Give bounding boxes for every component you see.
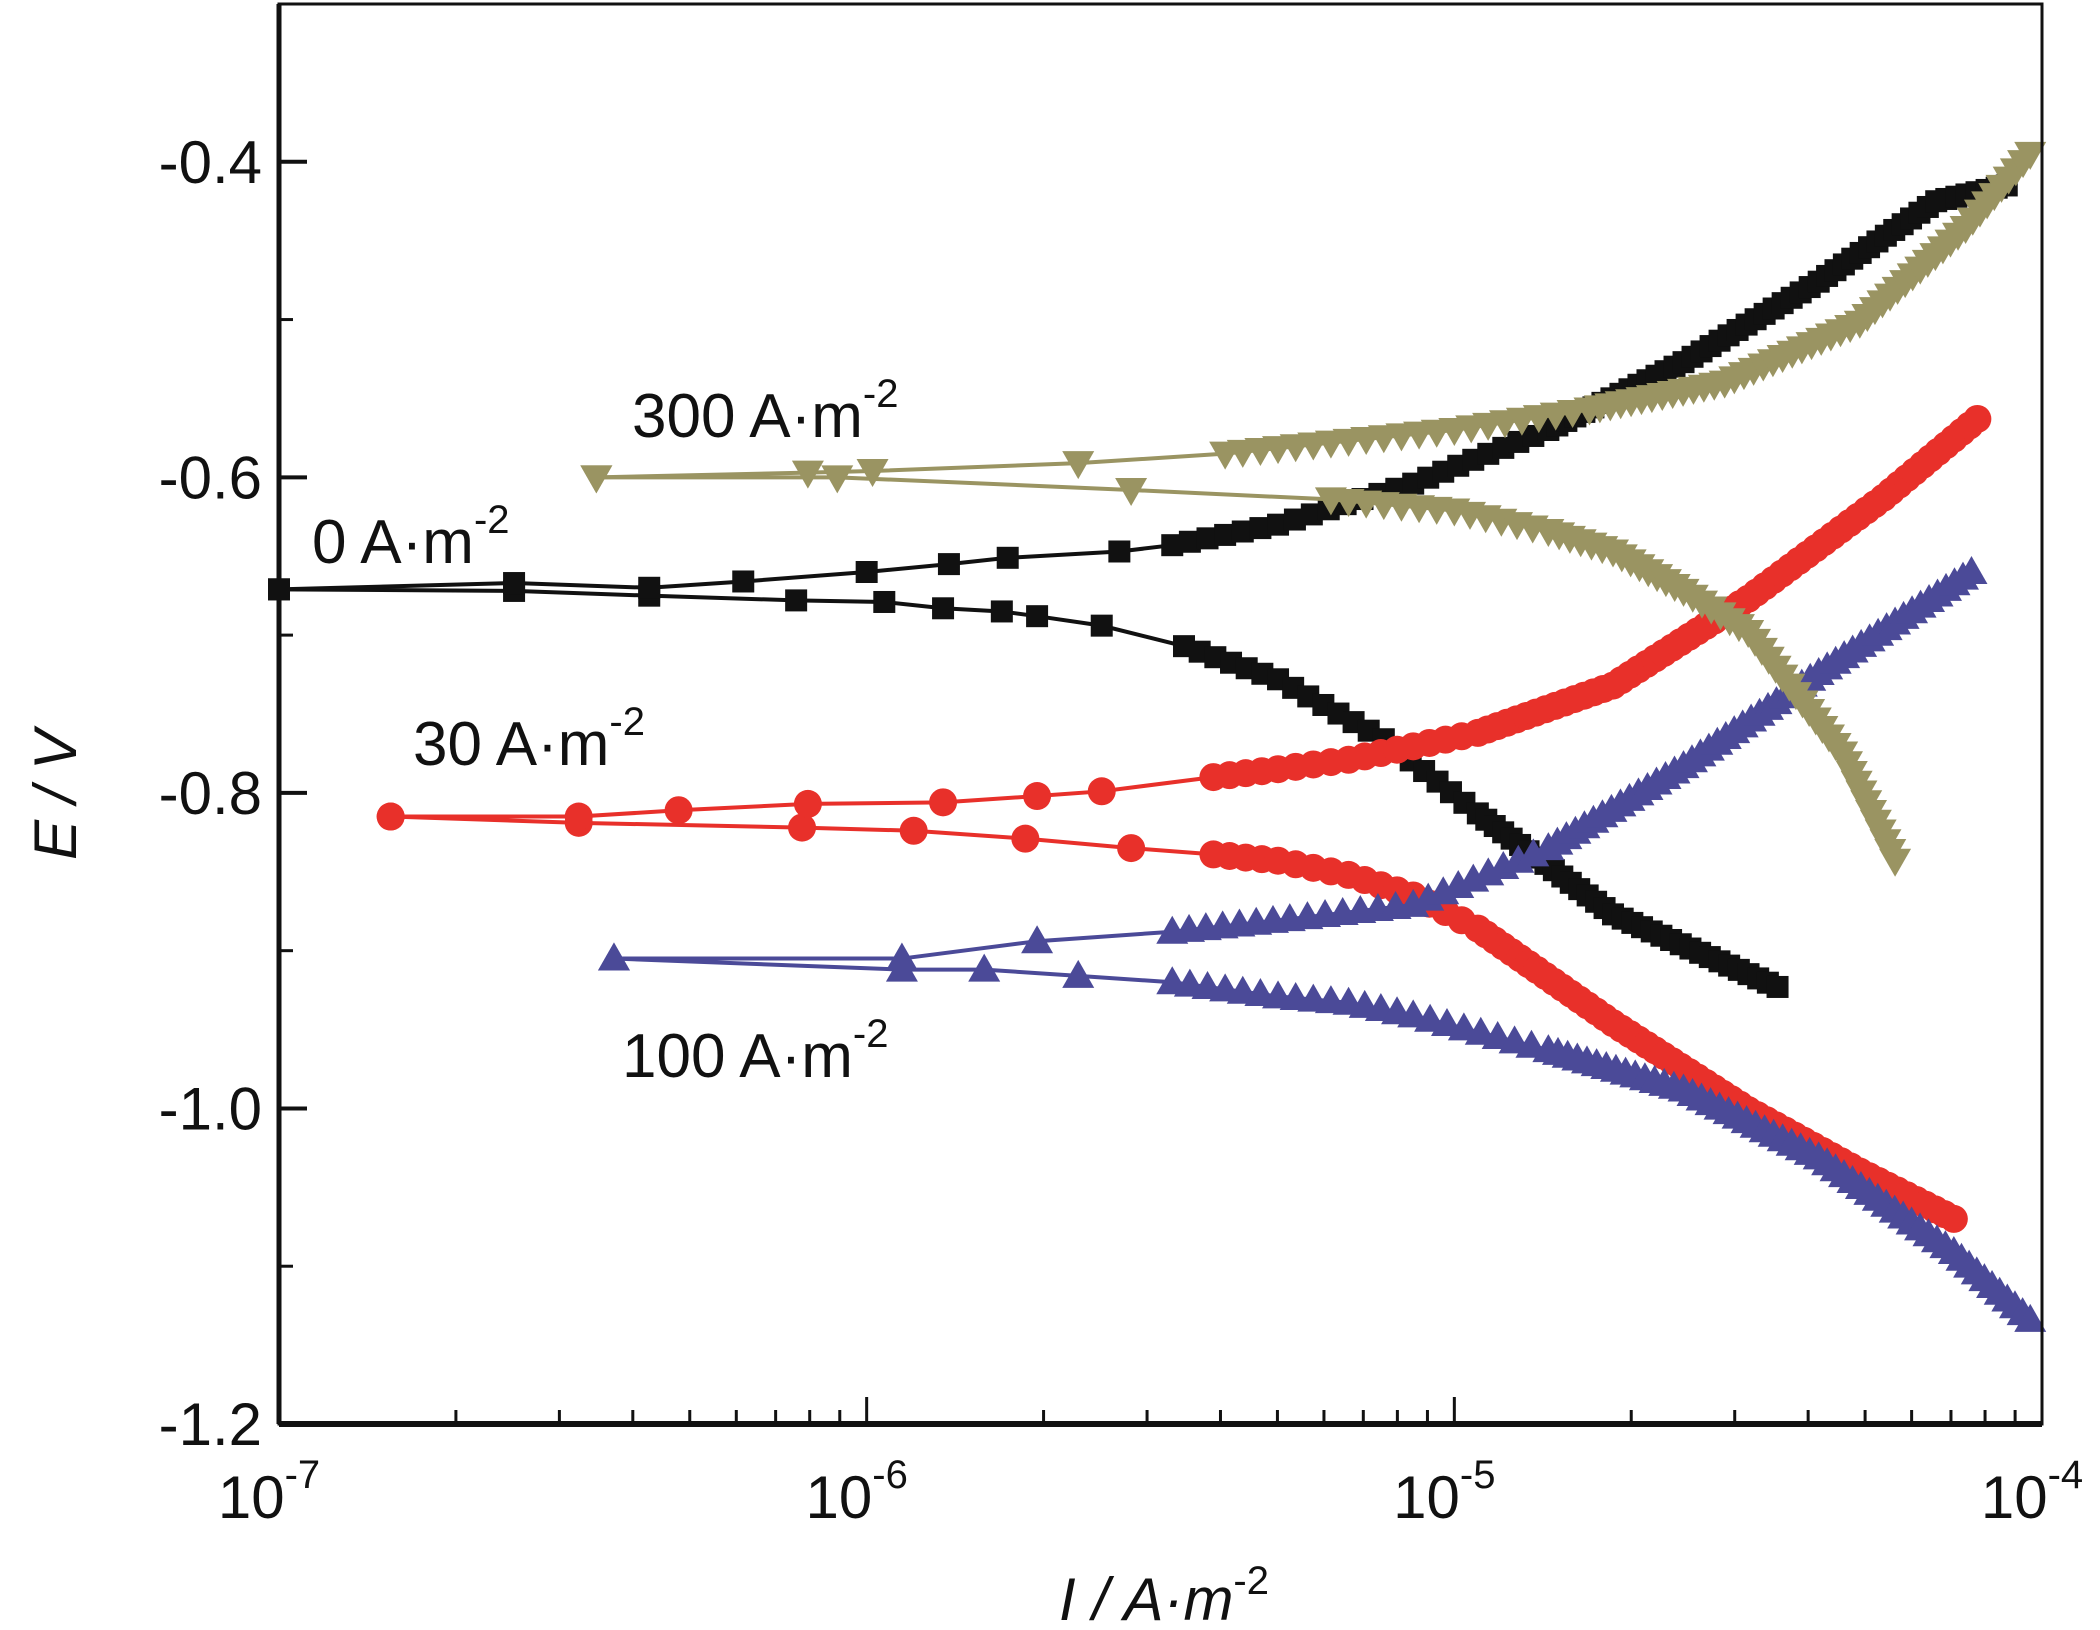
circle-marker — [376, 802, 405, 831]
triangle-up-marker — [2014, 1303, 2047, 1332]
series-30 — [376, 404, 1992, 1233]
y-tick-label: -0.6 — [159, 444, 262, 511]
square-marker — [1283, 508, 1306, 531]
triangle-up-marker — [885, 942, 918, 971]
square-marker — [503, 572, 526, 595]
square-marker — [1300, 503, 1323, 526]
triangle-up-marker — [597, 942, 630, 971]
cathodic-branch-line — [390, 814, 1955, 1221]
y-tick-label: -1.0 — [159, 1075, 262, 1142]
circle-marker — [1023, 782, 1052, 811]
series-labels: 0 A·m-2 30 A·m-2 100 A·m-2 300 A·m-2 — [312, 372, 898, 1091]
square-marker — [1108, 540, 1131, 563]
circle-marker — [1011, 824, 1040, 853]
square-marker — [785, 589, 808, 612]
circle-marker — [788, 813, 817, 842]
series-label: 100 A·m-2 — [622, 1012, 888, 1091]
circle-marker — [929, 788, 958, 817]
circle-marker — [899, 816, 928, 845]
triangle-down-marker — [1062, 451, 1095, 480]
x-tick-label: 10-7 — [218, 1453, 320, 1531]
square-marker — [937, 553, 960, 576]
square-marker — [1090, 614, 1113, 637]
triangle-up-marker — [968, 953, 1001, 982]
x-tick-label: 10-6 — [806, 1453, 908, 1531]
y-tick-label: -1.2 — [159, 1391, 262, 1458]
y-tick-label: -0.8 — [159, 760, 262, 827]
square-marker — [1196, 527, 1219, 550]
anodic-branch-line — [278, 183, 2008, 592]
series-300 — [580, 141, 2047, 877]
square-marker — [1249, 517, 1272, 540]
square-marker — [1231, 520, 1254, 543]
triangle-down-marker — [2014, 141, 2047, 170]
series-label: 300 A·m-2 — [632, 372, 898, 451]
square-marker — [638, 576, 661, 599]
square-marker — [1161, 534, 1184, 557]
x-axis-title: I / A·m-2 — [1059, 1559, 1269, 1630]
x-axis-title-sup: -2 — [1233, 1559, 1269, 1603]
x-tick-label: 10-4 — [1981, 1453, 2083, 1531]
square-marker — [732, 570, 755, 593]
square-marker — [996, 546, 1019, 569]
triangle-down-marker — [791, 460, 824, 489]
x-tick-label: 10-5 — [1393, 1453, 1495, 1531]
circle-marker — [1087, 777, 1116, 806]
circle-marker — [664, 796, 693, 825]
series-label: 30 A·m-2 — [413, 700, 645, 779]
circle-marker — [793, 789, 822, 818]
x-axis-title-text: I / A·m — [1059, 1566, 1233, 1630]
axis-ticks: -0.4 -0.6 -0.8 -1.0 -1.210-7 10-6 10-5 10-4 — [159, 2, 2083, 1531]
square-marker — [873, 590, 896, 613]
square-marker — [1026, 605, 1049, 628]
circle-marker — [1963, 404, 1992, 433]
data-marks — [268, 141, 2047, 1332]
triangle-down-marker — [580, 465, 613, 494]
circle-marker — [1939, 1204, 1968, 1233]
triangle-down-marker — [1879, 848, 1912, 877]
square-marker — [932, 597, 955, 620]
triangle-up-marker — [1955, 556, 1988, 584]
triangle-up-marker — [1062, 959, 1095, 988]
square-marker — [1267, 513, 1290, 536]
square-marker — [990, 600, 1013, 623]
circle-marker — [564, 802, 593, 831]
square-marker — [855, 561, 878, 583]
y-axis-title: E / V — [22, 725, 89, 860]
y-tick-label: -0.4 — [159, 129, 262, 196]
triangle-down-marker — [1115, 477, 1148, 506]
square-marker — [1214, 523, 1237, 546]
triangle-up-marker — [1021, 925, 1054, 954]
series-100 — [597, 556, 2047, 1332]
series-label: 0 A·m-2 — [312, 498, 510, 577]
circle-marker — [1117, 834, 1146, 863]
triangle-down-marker — [856, 459, 889, 488]
square-marker — [1178, 530, 1201, 553]
square-marker — [1766, 975, 1789, 998]
